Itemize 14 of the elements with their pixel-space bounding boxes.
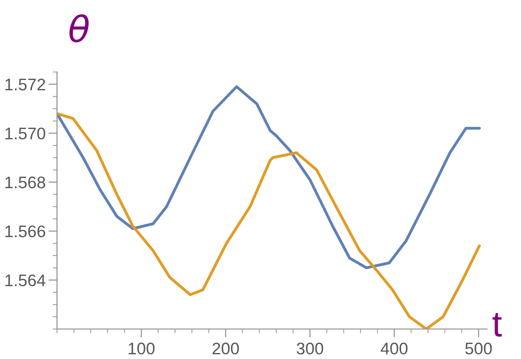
line-series <box>57 112 481 329</box>
x-tick-label: 200 <box>212 342 239 354</box>
x-tick-label: 100 <box>128 342 155 354</box>
y-tick-label: 1.564 <box>5 274 46 286</box>
y-tick-label: 1.570 <box>5 128 46 140</box>
x-axis-title: t <box>492 312 502 337</box>
y-tick-label: 1.572 <box>5 78 46 90</box>
line-series <box>57 85 481 270</box>
x-tick-label: 400 <box>380 342 408 354</box>
y-tick-label: 1.566 <box>5 225 46 238</box>
x-tick-label: 300 <box>296 342 324 354</box>
y-axis-title: θ <box>69 14 89 42</box>
y-tick-label: 1.568 <box>5 176 46 188</box>
x-tick-label: 500 <box>465 342 492 354</box>
